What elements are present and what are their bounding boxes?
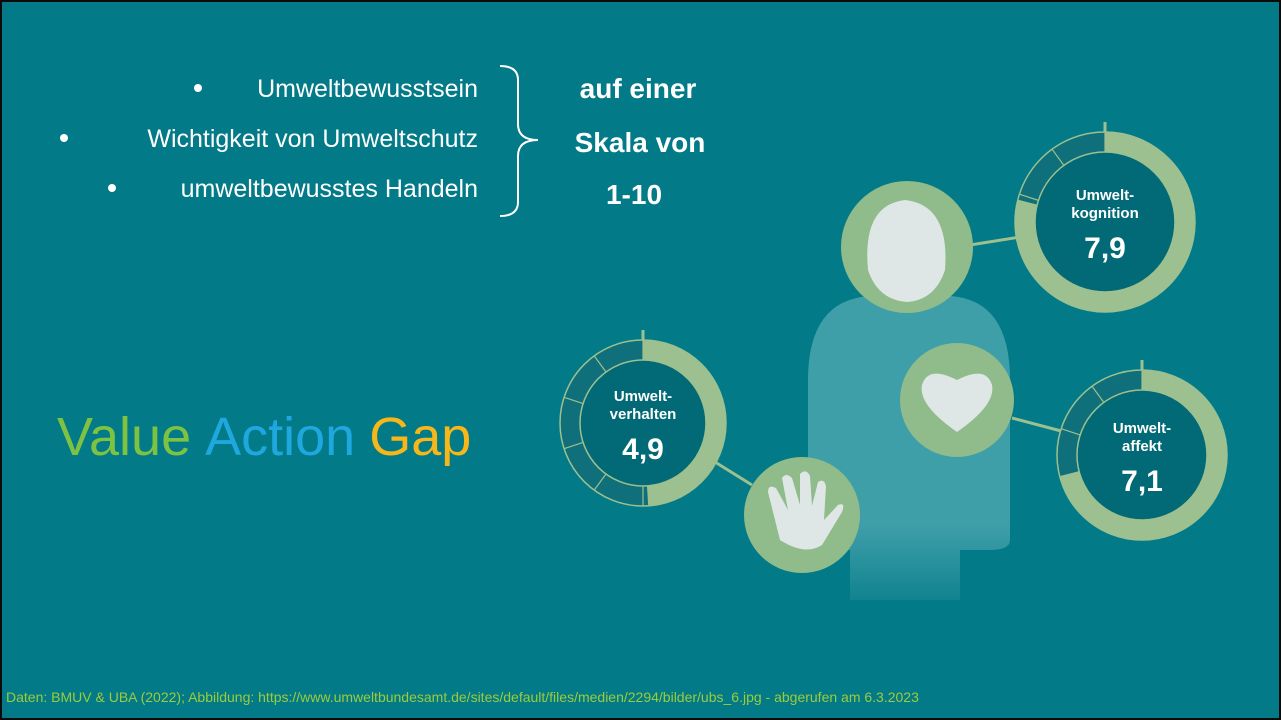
bullet-text: Umweltbewusstsein <box>257 75 478 103</box>
gauge-value: 4,9 <box>622 433 664 466</box>
bullet-dot <box>194 84 202 92</box>
title-word: Gap <box>369 407 471 467</box>
scale-note: auf einer <box>580 73 697 104</box>
gauge-label: kognition <box>1071 205 1139 222</box>
gauge-label: Umwelt- <box>1076 187 1134 204</box>
gauge-label: affekt <box>1122 438 1162 455</box>
scale-note: 1-10 <box>606 179 662 210</box>
gauge-label: Umwelt- <box>1113 420 1171 437</box>
gauge-outline <box>1077 390 1207 520</box>
slide: Umweltbewusstsein Wichtigkeit von Umwelt… <box>0 0 1281 720</box>
scale-note: Skala von <box>575 127 706 158</box>
gauge-outline <box>580 360 706 486</box>
title-word: Value <box>57 407 191 467</box>
gauge-label: Umwelt- <box>614 388 672 405</box>
bullet-dot <box>108 184 116 192</box>
footer-source: Daten: BMUV & UBA (2022); Abbildung: htt… <box>6 689 919 705</box>
title-word: Action <box>205 407 355 467</box>
bullet-dot <box>60 134 68 142</box>
gauge-label: verhalten <box>610 406 677 423</box>
gauge-outline <box>1035 152 1175 292</box>
gauge-value: 7,1 <box>1121 465 1163 498</box>
bullet-text: Wichtigkeit von Umweltschutz <box>147 125 478 153</box>
gauge-value: 7,9 <box>1084 232 1126 265</box>
bullet-text: umweltbewusstes Handeln <box>181 175 478 203</box>
